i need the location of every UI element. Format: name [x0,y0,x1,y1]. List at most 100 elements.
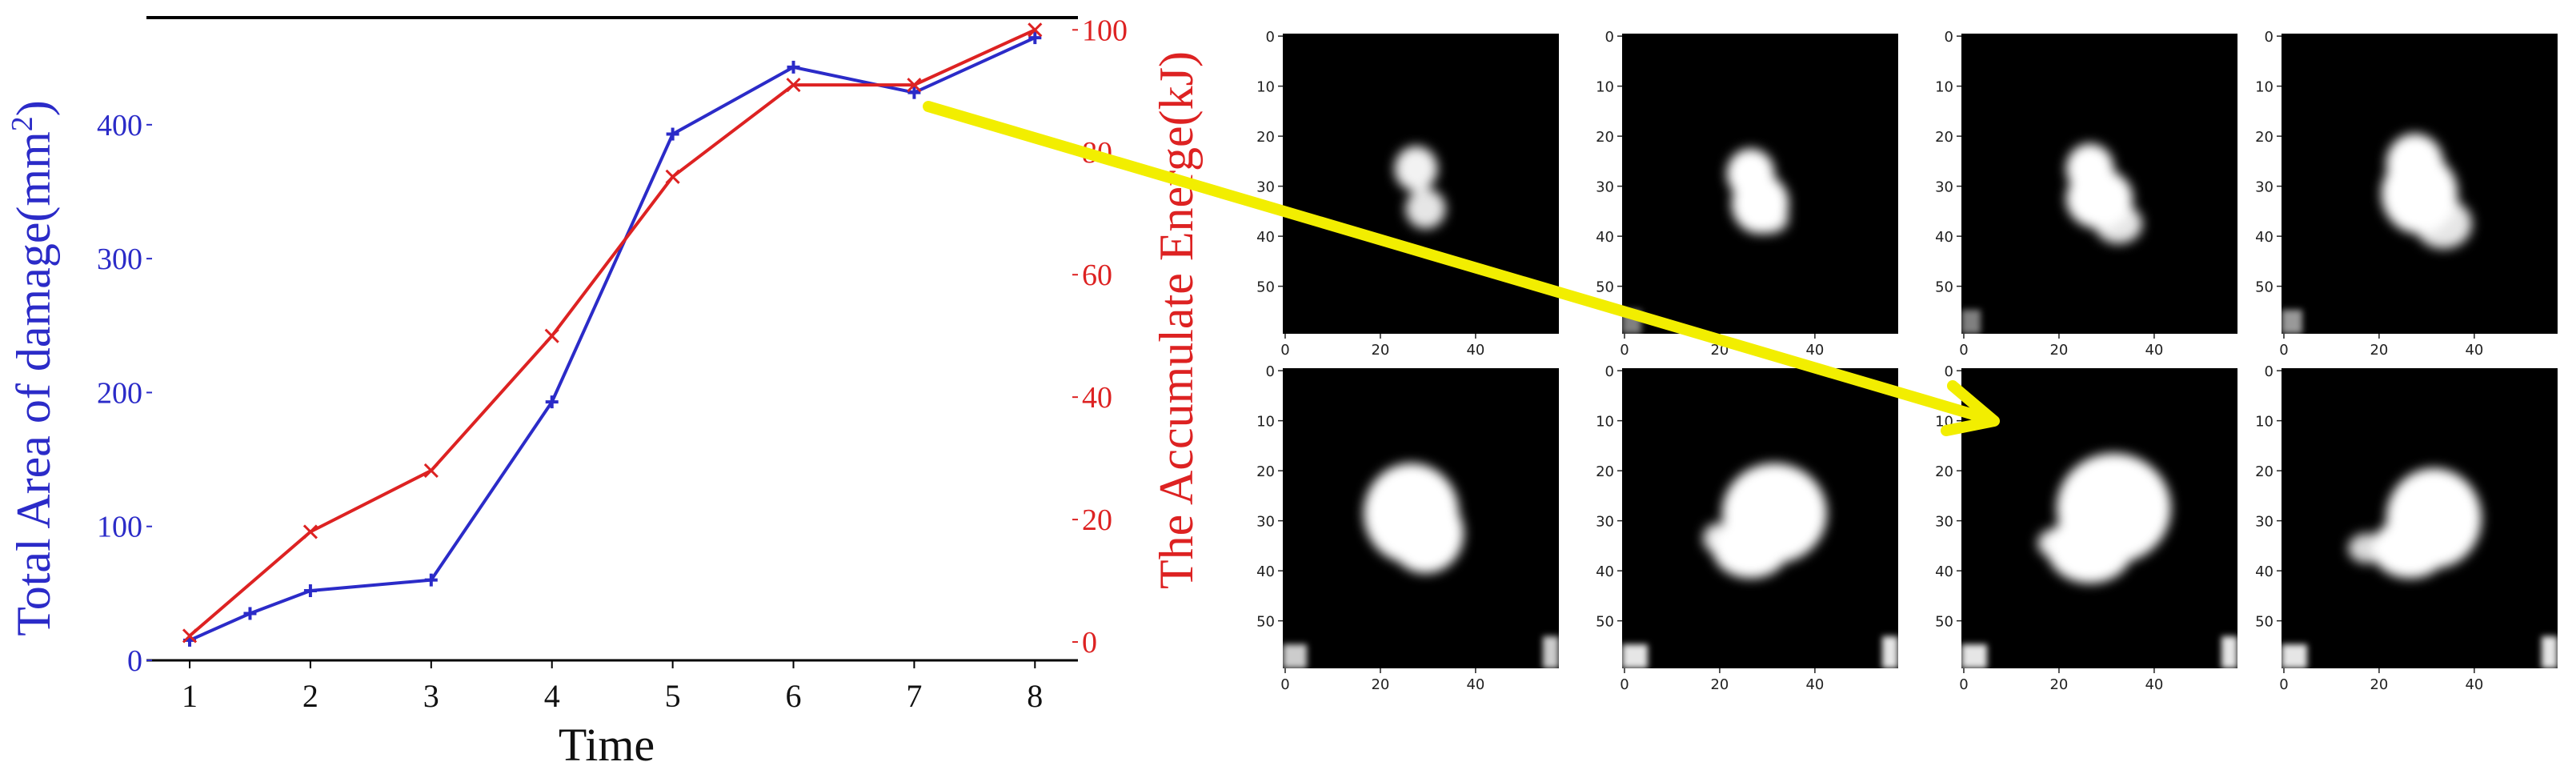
yellow-arrow [923,101,2000,436]
panel-x-tick-label: 40 [1466,676,1484,693]
arrow-shaft [923,101,1998,426]
panel-y-tick-label: 40 [1256,229,1275,246]
panel-y-tick-label: 30 [1935,179,1953,196]
corner-artifact [1961,310,1981,334]
left-tick-label: 200 [97,376,142,410]
left-axis-ticks: 0 100 200 300 400 [97,109,152,678]
x-tick-label: 3 [423,678,439,714]
point-marker-stroke [182,628,198,644]
damage-blob-group [2348,468,2482,579]
panel-y-tick-label: 30 [1596,179,1614,196]
panel-x-tick-label: 20 [1371,342,1389,359]
damage-blob-group [2065,143,2143,244]
damage-blob [2047,513,2133,583]
panel-y-tick-label: 0 [2265,29,2274,46]
damage-blob [1387,493,1464,574]
x-tick-label: 7 [906,678,922,714]
panel-y-tick-label: 10 [1935,79,1953,96]
x-tick-label: 5 [665,678,681,714]
left-tick-label: 0 [127,644,142,678]
corner-artifact [1882,636,1898,668]
panel-y-tick-label: 30 [1935,514,1953,531]
panel-y-tick-label: 50 [2255,614,2274,631]
damage-blob-group [1726,148,1789,234]
panel-y-tick-label: 50 [1935,279,1953,296]
panel-x-tick-label: 0 [1620,342,1629,359]
left-tick-label: 100 [97,511,142,544]
panel-y-tick-label: 40 [1596,563,1614,580]
damage-blob [1750,203,1789,234]
panel-y-tick-label: 30 [2255,514,2274,531]
point-marker-stroke [302,524,318,539]
panel-x-tick-label: 0 [1620,676,1629,693]
series-point-energy [302,524,318,539]
corner-artifact [2282,644,2307,668]
point-marker-stroke [907,78,922,93]
panel-y-tick-label: 0 [1266,363,1275,380]
panel-x-tick-label: 40 [1805,342,1824,359]
damage-blob [1394,146,1438,191]
corner-artifact-group [2282,310,2302,334]
corner-artifact [1622,644,1648,668]
corner-artifact-group [1961,636,2237,668]
panel-y-tick-label: 40 [1256,563,1275,580]
panel-x-tick-label: 20 [2049,342,2068,359]
left-axis-label-main: Total Area of damage(mm [7,131,60,636]
right-tick-label: 0 [1082,626,1097,660]
damage-blob [1713,518,1789,579]
series-point-energy [665,169,680,184]
corner-artifact [1283,644,1307,668]
panel-y-tick-label: 20 [2255,129,2274,146]
damage-blob-group [2037,453,2171,583]
panel-y-tick-label: 40 [2255,229,2274,246]
series-point-area [424,573,438,587]
damage-blob [2094,203,2143,244]
corner-artifact [1961,644,1987,668]
panel-y-tick-label: 10 [1256,79,1275,96]
panel-y-tick-label: 0 [1605,29,1614,46]
panel-y-tick-label: 40 [1596,229,1614,246]
panel-y-tick-label: 40 [2255,563,2274,580]
series-point-area [1028,31,1042,45]
corner-artifact [2542,636,2558,668]
panel-x-tick-label: 40 [2465,342,2483,359]
panel-y-tick-label: 30 [1596,514,1614,531]
point-marker-stroke [1028,22,1043,38]
panel-x-tick-label: 0 [2279,342,2288,359]
corner-artifact-group [1961,310,1981,334]
panel-y-tick-label: 20 [1596,129,1614,146]
series-point-energy [786,78,801,93]
left-tick-label: 300 [97,243,142,276]
series-point-energy [907,78,922,93]
panel-y-tick-label: 50 [1596,279,1614,296]
panel-y-tick-label: 0 [1605,363,1614,380]
panel-y-tick-label: 50 [1596,614,1614,631]
damage-blob-group [1394,146,1446,229]
right-tick-label: 40 [1082,381,1112,415]
panel-y-tick-label: 50 [1935,614,1953,631]
left-tick-label: 400 [97,109,142,142]
panel-x-tick-label: 0 [1959,676,1968,693]
x-axis-label: Time [559,719,655,771]
panel-y-tick-label: 10 [2255,414,2274,431]
panel-x-tick-label: 0 [1959,342,1968,359]
series-point-energy [544,328,559,343]
damage-blob [2372,518,2449,579]
panel-x-tick-label: 40 [1805,676,1824,693]
series-line-energy [188,28,1036,637]
corner-artifact-group [1283,636,1559,668]
series-point-area [907,86,921,99]
panel-x-tick-label: 20 [2370,342,2388,359]
panel-x-tick-label: 40 [2145,676,2163,693]
panel-y-tick-label: 40 [1935,563,1953,580]
corner-artifact-group [2282,636,2558,668]
panel-x-tick-label: 0 [1280,342,1289,359]
panel-y-tick-label: 20 [1256,463,1275,480]
